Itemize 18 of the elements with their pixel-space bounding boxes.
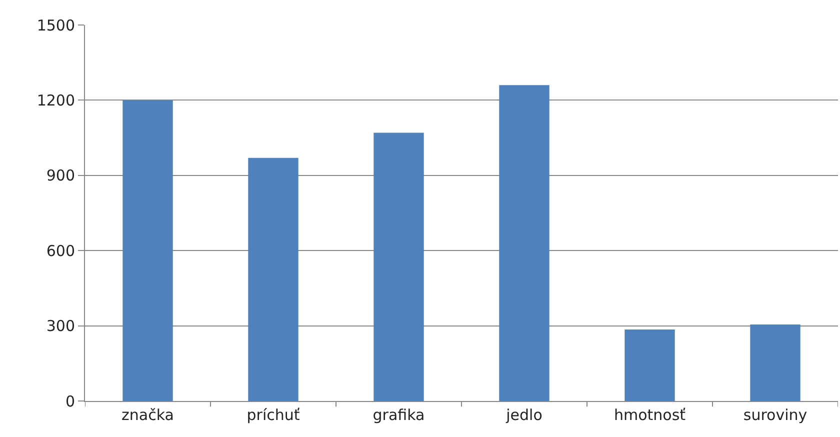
y-tick-label: 900: [46, 166, 75, 185]
x-tick-label: značka: [122, 406, 174, 424]
y-tick-label: 1500: [36, 16, 75, 34]
bar: [248, 158, 298, 401]
bar: [499, 85, 550, 401]
bar: [750, 324, 800, 401]
x-tick-label: grafika: [372, 406, 425, 424]
x-tick-label: hmotnosť: [614, 406, 686, 424]
bar: [122, 100, 173, 401]
x-tick-label: suroviny: [743, 406, 808, 424]
x-tick-label: príchuť: [246, 406, 300, 424]
bar: [374, 132, 424, 401]
y-tick-label: 0: [65, 392, 75, 410]
y-tick-label: 300: [46, 317, 75, 336]
y-tick-label: 600: [46, 242, 75, 260]
y-tick-label: 1200: [36, 91, 75, 110]
bar: [624, 330, 675, 401]
x-tick-label: jedlo: [505, 406, 542, 424]
